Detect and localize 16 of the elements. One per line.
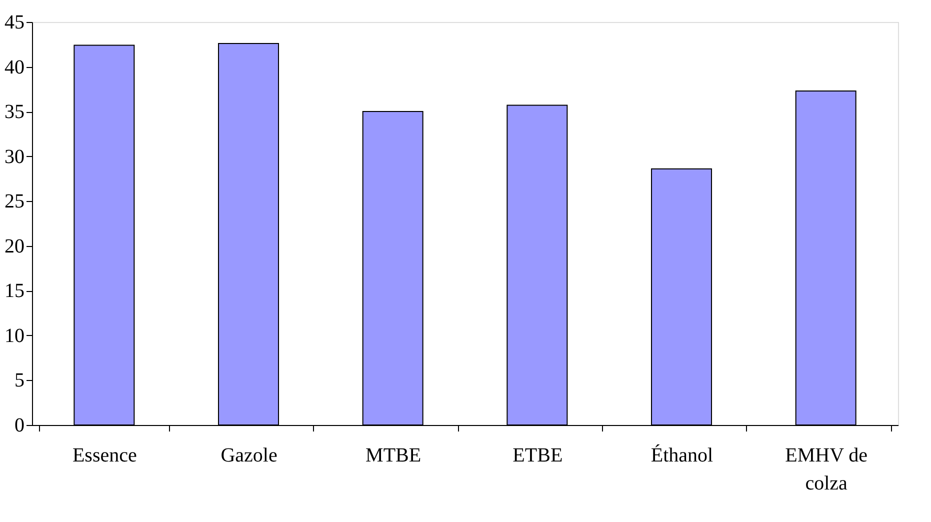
y-tick-label: 45 [4,12,24,34]
y-tick-label: 15 [4,280,24,302]
x-tick-label: ETBE [512,444,563,466]
x-tick-label: Essence [72,444,137,466]
x-tick-label: Éthanol [650,444,714,466]
x-tick-label: Gazole [220,444,278,466]
y-tick-label: 5 [14,370,24,392]
y-tick-label: 0 [14,414,24,436]
y-tick-label: 10 [4,324,24,347]
y-tick-label: 30 [4,146,24,168]
y-tick-label: 25 [4,190,24,213]
y-tick-label: 40 [4,56,24,78]
x-tick-label: MTBE [366,444,422,466]
y-tick-label: 20 [4,235,24,258]
y-tick-label: 35 [4,101,24,124]
x-tick-label: EMHV de colza [785,444,868,494]
